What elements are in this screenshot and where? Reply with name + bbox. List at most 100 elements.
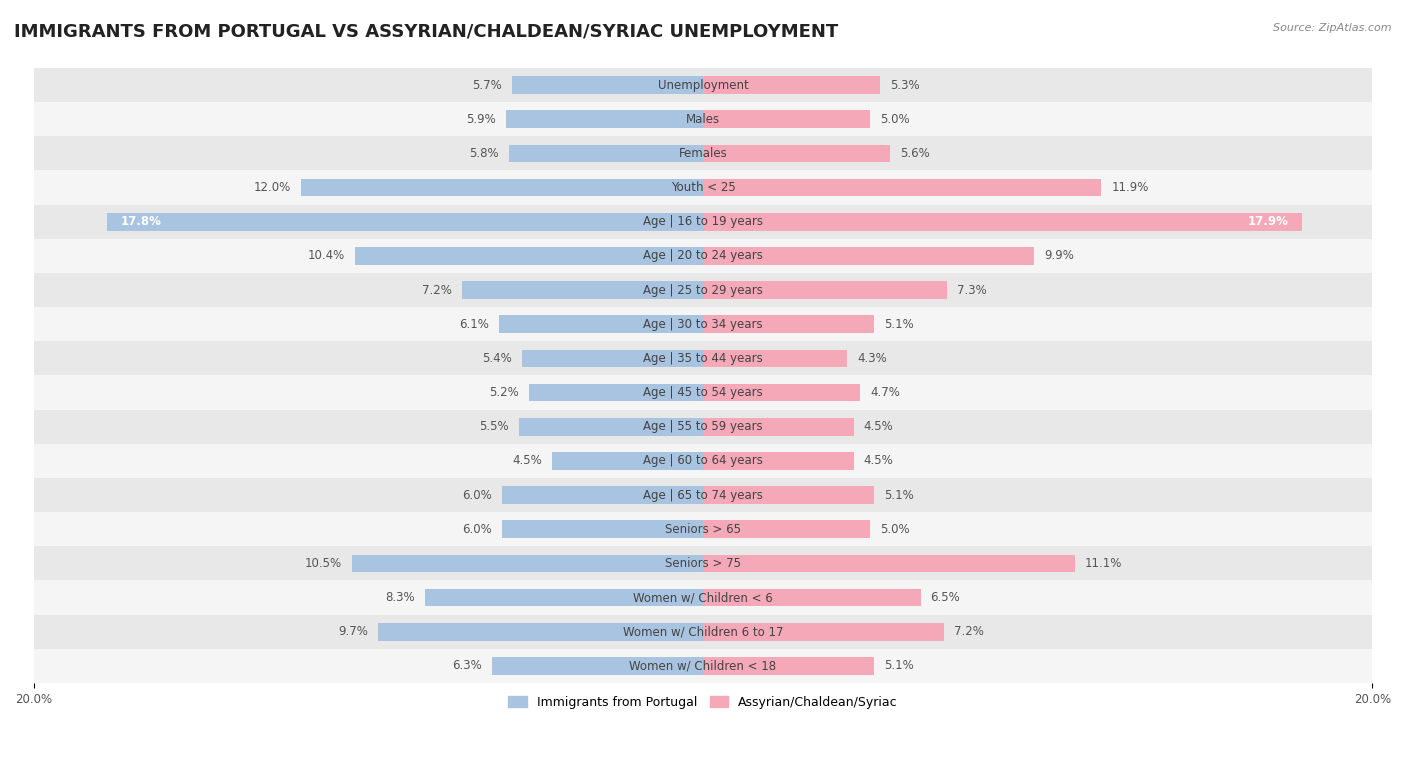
Text: 5.8%: 5.8%: [470, 147, 499, 160]
Bar: [703, 247, 1035, 265]
Text: 11.9%: 11.9%: [1111, 181, 1149, 194]
Bar: [703, 213, 1302, 231]
Bar: [34, 204, 1372, 238]
Text: 10.4%: 10.4%: [308, 249, 344, 263]
Bar: [34, 444, 1372, 478]
Bar: [703, 350, 846, 367]
Text: Age | 30 to 34 years: Age | 30 to 34 years: [643, 318, 763, 331]
Bar: [34, 273, 1372, 307]
Text: 5.4%: 5.4%: [482, 352, 512, 365]
Bar: [703, 145, 890, 162]
Text: Age | 45 to 54 years: Age | 45 to 54 years: [643, 386, 763, 399]
Bar: [34, 410, 1372, 444]
Bar: [703, 418, 853, 435]
Text: Age | 55 to 59 years: Age | 55 to 59 years: [643, 420, 763, 433]
Bar: [34, 478, 1372, 512]
Text: Age | 16 to 19 years: Age | 16 to 19 years: [643, 215, 763, 229]
Text: 10.5%: 10.5%: [304, 557, 342, 570]
Text: Females: Females: [679, 147, 727, 160]
Bar: [703, 281, 948, 299]
Text: Women w/ Children < 18: Women w/ Children < 18: [630, 659, 776, 672]
Text: Women w/ Children 6 to 17: Women w/ Children 6 to 17: [623, 625, 783, 638]
Bar: [703, 111, 870, 128]
Text: 5.7%: 5.7%: [472, 79, 502, 92]
Bar: [34, 341, 1372, 375]
Text: Unemployment: Unemployment: [658, 79, 748, 92]
Bar: [354, 247, 703, 265]
Text: Source: ZipAtlas.com: Source: ZipAtlas.com: [1274, 23, 1392, 33]
Text: 4.5%: 4.5%: [863, 454, 893, 467]
Bar: [519, 418, 703, 435]
Bar: [703, 76, 880, 94]
Text: 5.0%: 5.0%: [880, 113, 910, 126]
Bar: [34, 615, 1372, 649]
Text: 7.2%: 7.2%: [422, 284, 451, 297]
Text: 6.1%: 6.1%: [458, 318, 489, 331]
Text: Age | 35 to 44 years: Age | 35 to 44 years: [643, 352, 763, 365]
Bar: [703, 520, 870, 538]
Bar: [499, 316, 703, 333]
Bar: [512, 76, 703, 94]
Bar: [34, 375, 1372, 410]
Bar: [34, 512, 1372, 547]
Bar: [703, 657, 873, 674]
Text: 4.5%: 4.5%: [863, 420, 893, 433]
Bar: [107, 213, 703, 231]
Text: 11.1%: 11.1%: [1084, 557, 1122, 570]
Text: 4.3%: 4.3%: [858, 352, 887, 365]
Text: 5.3%: 5.3%: [890, 79, 920, 92]
Bar: [301, 179, 703, 197]
Text: 8.3%: 8.3%: [385, 591, 415, 604]
Bar: [509, 145, 703, 162]
Text: 6.5%: 6.5%: [931, 591, 960, 604]
Legend: Immigrants from Portugal, Assyrian/Chaldean/Syriac: Immigrants from Portugal, Assyrian/Chald…: [503, 690, 903, 714]
Bar: [502, 520, 703, 538]
Text: Age | 60 to 64 years: Age | 60 to 64 years: [643, 454, 763, 467]
Text: 6.3%: 6.3%: [453, 659, 482, 672]
Text: IMMIGRANTS FROM PORTUGAL VS ASSYRIAN/CHALDEAN/SYRIAC UNEMPLOYMENT: IMMIGRANTS FROM PORTUGAL VS ASSYRIAN/CHA…: [14, 23, 838, 41]
Text: 7.2%: 7.2%: [955, 625, 984, 638]
Text: Males: Males: [686, 113, 720, 126]
Text: 4.5%: 4.5%: [513, 454, 543, 467]
Bar: [34, 307, 1372, 341]
Text: Seniors > 75: Seniors > 75: [665, 557, 741, 570]
Bar: [506, 111, 703, 128]
Bar: [378, 623, 703, 640]
Bar: [703, 452, 853, 470]
Bar: [703, 589, 921, 606]
Bar: [703, 486, 873, 504]
Text: 17.8%: 17.8%: [121, 215, 162, 229]
Text: 17.9%: 17.9%: [1249, 215, 1289, 229]
Bar: [425, 589, 703, 606]
Text: 5.9%: 5.9%: [465, 113, 495, 126]
Bar: [492, 657, 703, 674]
Text: Age | 20 to 24 years: Age | 20 to 24 years: [643, 249, 763, 263]
Bar: [34, 649, 1372, 683]
Text: Age | 65 to 74 years: Age | 65 to 74 years: [643, 488, 763, 502]
Bar: [34, 136, 1372, 170]
Bar: [703, 555, 1074, 572]
Text: 5.2%: 5.2%: [489, 386, 519, 399]
Text: Age | 25 to 29 years: Age | 25 to 29 years: [643, 284, 763, 297]
Text: 9.7%: 9.7%: [339, 625, 368, 638]
Bar: [529, 384, 703, 401]
Bar: [703, 179, 1101, 197]
Text: 5.1%: 5.1%: [884, 659, 914, 672]
Text: 7.3%: 7.3%: [957, 284, 987, 297]
Text: 5.0%: 5.0%: [880, 523, 910, 536]
Bar: [34, 581, 1372, 615]
Text: 12.0%: 12.0%: [254, 181, 291, 194]
Text: 6.0%: 6.0%: [463, 488, 492, 502]
Text: 5.1%: 5.1%: [884, 488, 914, 502]
Text: 5.5%: 5.5%: [479, 420, 509, 433]
Bar: [352, 555, 703, 572]
Text: 4.7%: 4.7%: [870, 386, 900, 399]
Text: 9.9%: 9.9%: [1045, 249, 1074, 263]
Bar: [553, 452, 703, 470]
Bar: [522, 350, 703, 367]
Bar: [463, 281, 703, 299]
Bar: [703, 316, 873, 333]
Text: 5.1%: 5.1%: [884, 318, 914, 331]
Text: 5.6%: 5.6%: [900, 147, 931, 160]
Bar: [34, 68, 1372, 102]
